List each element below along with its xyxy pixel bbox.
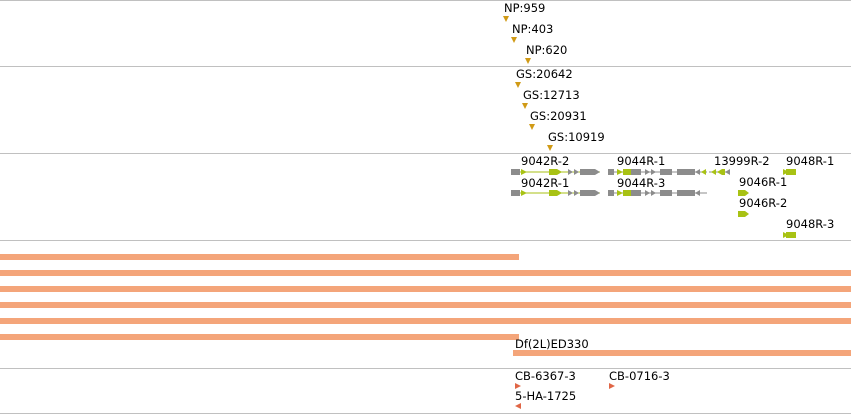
gene-label[interactable]: 13999R-2: [714, 154, 770, 168]
insertion-marker-icon[interactable]: [511, 37, 517, 43]
insertion-marker-icon[interactable]: [503, 16, 509, 22]
insertion-marker-icon[interactable]: [522, 103, 528, 109]
construct-marker-icon[interactable]: [515, 403, 521, 409]
gene-model-9046R-2[interactable]: [738, 211, 749, 217]
gene-model-9044R-1[interactable]: [608, 169, 707, 175]
construct-label[interactable]: 5-HA-1725: [515, 389, 577, 403]
gene-label[interactable]: 9048R-3: [786, 217, 835, 231]
gs-insertion-label[interactable]: GS:12713: [523, 88, 580, 102]
gene-label[interactable]: 9044R-3: [617, 176, 666, 190]
gene-label[interactable]: 9046R-2: [739, 196, 788, 210]
track-divider-gs-genes: [0, 153, 851, 154]
gene-label[interactable]: 9048R-1: [786, 154, 835, 168]
gs-insertion-label[interactable]: GS:20642: [516, 67, 573, 81]
track-divider-np-gs: [0, 66, 851, 67]
deficiency-bar[interactable]: [0, 318, 851, 324]
construct-label[interactable]: CB-0716-3: [609, 369, 670, 383]
gene-label[interactable]: 9042R-2: [521, 154, 570, 168]
deficiency-bar-df2led330[interactable]: [513, 350, 851, 356]
insertion-marker-icon[interactable]: [525, 58, 531, 64]
construct-marker-icon[interactable]: [609, 383, 615, 389]
track-divider-deficiency-constructs: [0, 368, 851, 369]
gene-model-9046R-1[interactable]: [738, 190, 749, 196]
construct-label[interactable]: CB-6367-3: [515, 369, 576, 383]
deficiency-bar[interactable]: [0, 286, 851, 292]
track-divider-top: [0, 0, 851, 1]
insertion-marker-icon[interactable]: [515, 82, 521, 88]
deficiency-bar[interactable]: [0, 302, 851, 308]
deficiency-bar[interactable]: [0, 334, 519, 340]
np-insertion-label[interactable]: NP:620: [526, 43, 568, 57]
gene-model-9042R-2[interactable]: [511, 169, 600, 175]
deficiency-label[interactable]: Df(2L)ED330: [515, 337, 589, 351]
track-divider-genes-deficiency: [0, 240, 851, 241]
insertion-marker-icon[interactable]: [529, 124, 535, 130]
gs-insertion-label[interactable]: GS:20931: [530, 109, 587, 123]
gene-model-13999R-2[interactable]: [709, 169, 730, 175]
gene-label[interactable]: 9046R-1: [739, 175, 788, 189]
insertion-marker-icon[interactable]: [547, 145, 553, 151]
gene-label[interactable]: 9042R-1: [521, 176, 570, 190]
deficiency-bar[interactable]: [0, 270, 851, 276]
gs-insertion-label[interactable]: GS:10919: [548, 130, 605, 144]
np-insertion-label[interactable]: NP:959: [504, 1, 546, 15]
deficiency-bar[interactable]: [0, 254, 519, 260]
np-insertion-label[interactable]: NP:403: [512, 22, 554, 36]
gene-label[interactable]: 9044R-1: [617, 154, 666, 168]
construct-marker-icon[interactable]: [515, 383, 521, 389]
gene-model-9048R-1[interactable]: [783, 169, 796, 175]
gene-model-9048R-3[interactable]: [783, 232, 796, 238]
gene-model-9042R-1[interactable]: [511, 190, 600, 196]
gene-model-9044R-3[interactable]: [608, 190, 707, 196]
